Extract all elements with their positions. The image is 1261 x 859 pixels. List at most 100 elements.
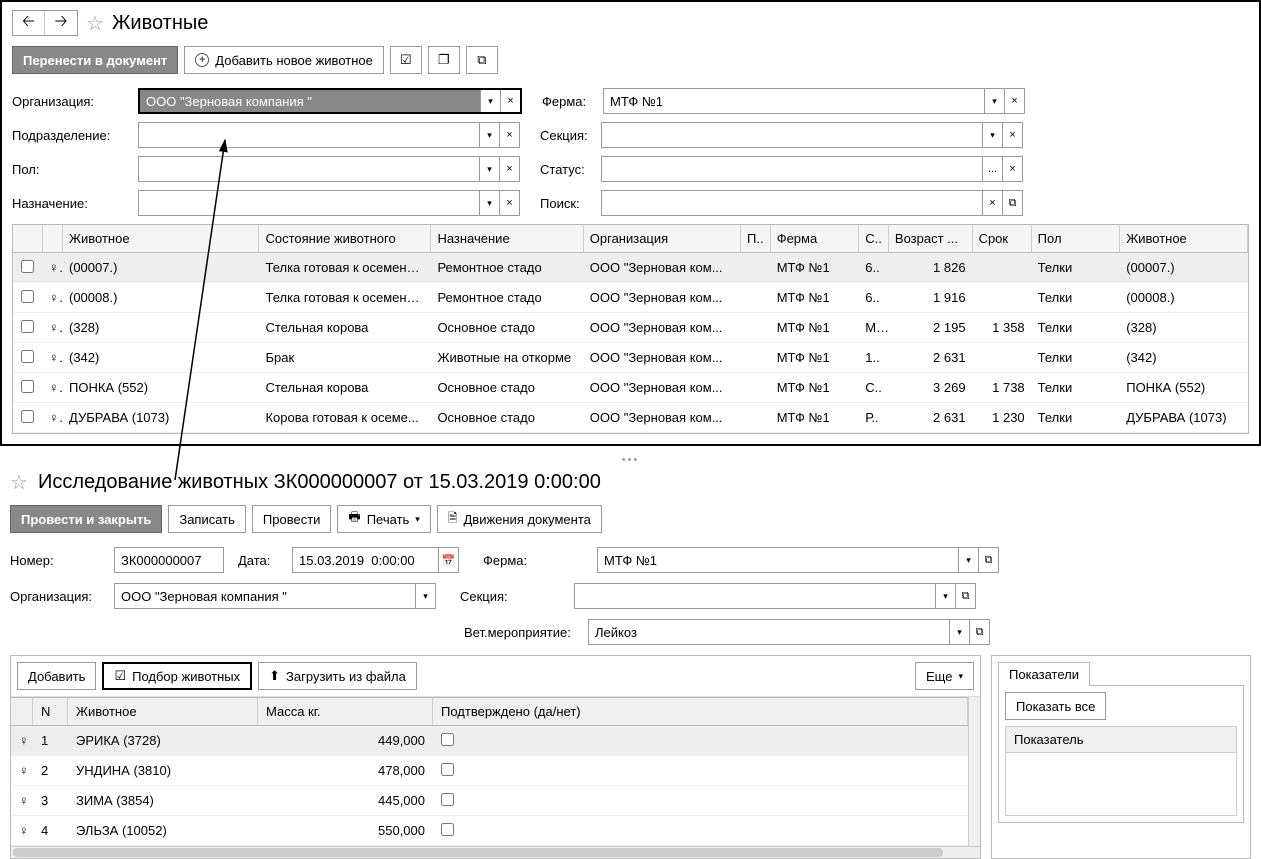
animal2-cell: ДУБРАВА (1073)	[1120, 404, 1248, 431]
check-all-button[interactable]: ☑	[390, 46, 422, 74]
purpose-cell: Животные на откорме	[431, 344, 583, 371]
section2-open-button[interactable]: ⧉	[955, 584, 975, 608]
post-button[interactable]: Провести	[252, 505, 332, 533]
search-input[interactable]	[602, 191, 982, 215]
farm-combo[interactable]: ▾ ×	[603, 88, 1025, 114]
vet-input[interactable]	[589, 620, 949, 644]
section-input[interactable]	[602, 123, 982, 147]
add-animal-button[interactable]: + Добавить новое животное	[184, 46, 384, 74]
favorite-star-icon[interactable]: ☆	[86, 11, 104, 36]
table-row[interactable]: ♀(00007.)Телка готовая к осемене...Ремон…	[13, 253, 1248, 283]
org-cell: ООО "Зерновая ком...	[584, 404, 741, 431]
row-checkbox[interactable]	[21, 380, 34, 393]
copy-multi-button[interactable]: ⧉	[466, 46, 498, 74]
table-row[interactable]: ♀(328)Стельная короваОсновное стадоООО "…	[13, 313, 1248, 343]
section2-dropdown-button[interactable]: ▾	[935, 584, 955, 608]
forward-button[interactable]: 🡢	[45, 11, 77, 35]
row-checkbox[interactable]	[21, 260, 34, 273]
farm2-combo[interactable]: ▾ ⧉	[597, 547, 999, 573]
org-dropdown-button[interactable]: ▾	[480, 90, 500, 112]
back-button[interactable]: 🡠	[13, 11, 45, 35]
table-row[interactable]: ♀3ЗИМА (3854)445,000	[11, 786, 968, 816]
vet-open-button[interactable]: ⧉	[969, 620, 989, 644]
table-row[interactable]: ♀ПОНКА (552)Стельная короваОсновное стад…	[13, 373, 1248, 403]
row-checkbox[interactable]	[21, 410, 34, 423]
purpose-clear-button[interactable]: ×	[499, 191, 519, 215]
div-dropdown-button[interactable]: ▾	[479, 123, 499, 147]
date-input[interactable]	[293, 548, 438, 572]
indicators-tab[interactable]: Показатели	[998, 662, 1090, 686]
table-row[interactable]: ♀ДУБРАВА (1073)Корова готовая к осеме...…	[13, 403, 1248, 433]
sex-combo[interactable]: ▾ ×	[138, 156, 520, 182]
farm-dropdown-button[interactable]: ▾	[984, 89, 1004, 113]
sex-dropdown-button[interactable]: ▾	[479, 157, 499, 181]
section-dropdown-button[interactable]: ▾	[982, 123, 1002, 147]
copy-button[interactable]: ❐	[428, 46, 460, 74]
farm2-dropdown-button[interactable]: ▾	[958, 548, 978, 572]
table-row[interactable]: ♀1ЭРИКА (3728)449,000	[11, 726, 968, 756]
splitter-icon[interactable]: •••	[0, 454, 1261, 466]
sex-clear-button[interactable]: ×	[499, 157, 519, 181]
section2-input[interactable]	[575, 584, 935, 608]
top-toolbar: Перенести в документ + Добавить новое жи…	[12, 46, 1249, 74]
table-row[interactable]: ♀(00008.)Телка готовая к осемене...Ремон…	[13, 283, 1248, 313]
section-combo[interactable]: ▾ ×	[601, 122, 1023, 148]
vertical-scrollbar[interactable]	[968, 697, 980, 846]
confirmed-checkbox[interactable]	[441, 733, 454, 746]
transfer-to-document-button[interactable]: Перенести в документ	[12, 46, 178, 74]
movements-button[interactable]: 🗎 Движения документа	[437, 505, 602, 533]
vet-combo[interactable]: ▾ ⧉	[588, 619, 990, 645]
row-checkbox[interactable]	[21, 290, 34, 303]
org2-combo[interactable]: ▾	[114, 583, 436, 609]
select-animals-button[interactable]: ☑ Подбор животных	[102, 662, 252, 690]
confirmed-checkbox[interactable]	[441, 823, 454, 836]
load-from-file-button[interactable]: ⬆ Загрузить из файла	[258, 662, 417, 690]
div-clear-button[interactable]: ×	[499, 123, 519, 147]
table-row[interactable]: ♀4ЭЛЬЗА (10052)550,000	[11, 816, 968, 846]
org2-dropdown-button[interactable]: ▾	[415, 584, 435, 608]
calendar-button[interactable]: 📅	[438, 548, 458, 572]
search-combo[interactable]: × ⧉	[601, 190, 1023, 216]
date-combo[interactable]: 📅	[292, 547, 459, 573]
org-input[interactable]	[140, 90, 480, 112]
farm2-open-button[interactable]: ⧉	[978, 548, 998, 572]
add-row-button[interactable]: Добавить	[17, 662, 96, 690]
status-clear-button[interactable]: ×	[1002, 157, 1022, 181]
table-row[interactable]: ♀2УНДИНА (3810)478,000	[11, 756, 968, 786]
search-open-button[interactable]: ⧉	[1002, 191, 1022, 215]
section2-combo[interactable]: ▾ ⧉	[574, 583, 976, 609]
age-cell: 2 195	[889, 314, 973, 341]
status-more-button[interactable]: ...	[982, 157, 1002, 181]
farm2-input[interactable]	[598, 548, 958, 572]
farm-input[interactable]	[604, 89, 984, 113]
status-combo[interactable]: ... ×	[601, 156, 1023, 182]
search-clear-button[interactable]: ×	[982, 191, 1002, 215]
purpose-dropdown-button[interactable]: ▾	[479, 191, 499, 215]
farm-cell: МТФ №1	[771, 404, 860, 431]
div-input[interactable]	[139, 123, 479, 147]
div-combo[interactable]: ▾ ×	[138, 122, 520, 148]
org-combo[interactable]: ▾ ×	[138, 88, 522, 114]
org2-input[interactable]	[115, 584, 415, 608]
table-row[interactable]: ♀(342)БракЖивотные на откормеООО "Зернов…	[13, 343, 1248, 373]
purpose-combo[interactable]: ▾ ×	[138, 190, 520, 216]
purpose-input[interactable]	[139, 191, 479, 215]
number-input[interactable]	[114, 547, 224, 573]
row-checkbox[interactable]	[21, 350, 34, 363]
show-all-button[interactable]: Показать все	[1005, 692, 1106, 720]
more-button[interactable]: Еще ▾	[915, 662, 974, 690]
confirmed-checkbox[interactable]	[441, 793, 454, 806]
status-input[interactable]	[602, 157, 982, 181]
section-clear-button[interactable]: ×	[1002, 123, 1022, 147]
confirmed-checkbox[interactable]	[441, 763, 454, 776]
row-checkbox[interactable]	[21, 320, 34, 333]
org-clear-button[interactable]: ×	[500, 90, 520, 112]
post-and-close-button[interactable]: Провести и закрыть	[10, 505, 162, 533]
farm-clear-button[interactable]: ×	[1004, 89, 1024, 113]
sex-input[interactable]	[139, 157, 479, 181]
print-button[interactable]: 🖶 Печать ▾	[337, 505, 430, 533]
save-button[interactable]: Записать	[168, 505, 246, 533]
favorite-star-icon[interactable]: ☆	[10, 470, 28, 495]
vet-dropdown-button[interactable]: ▾	[949, 620, 969, 644]
horizontal-scrollbar[interactable]	[11, 846, 980, 858]
